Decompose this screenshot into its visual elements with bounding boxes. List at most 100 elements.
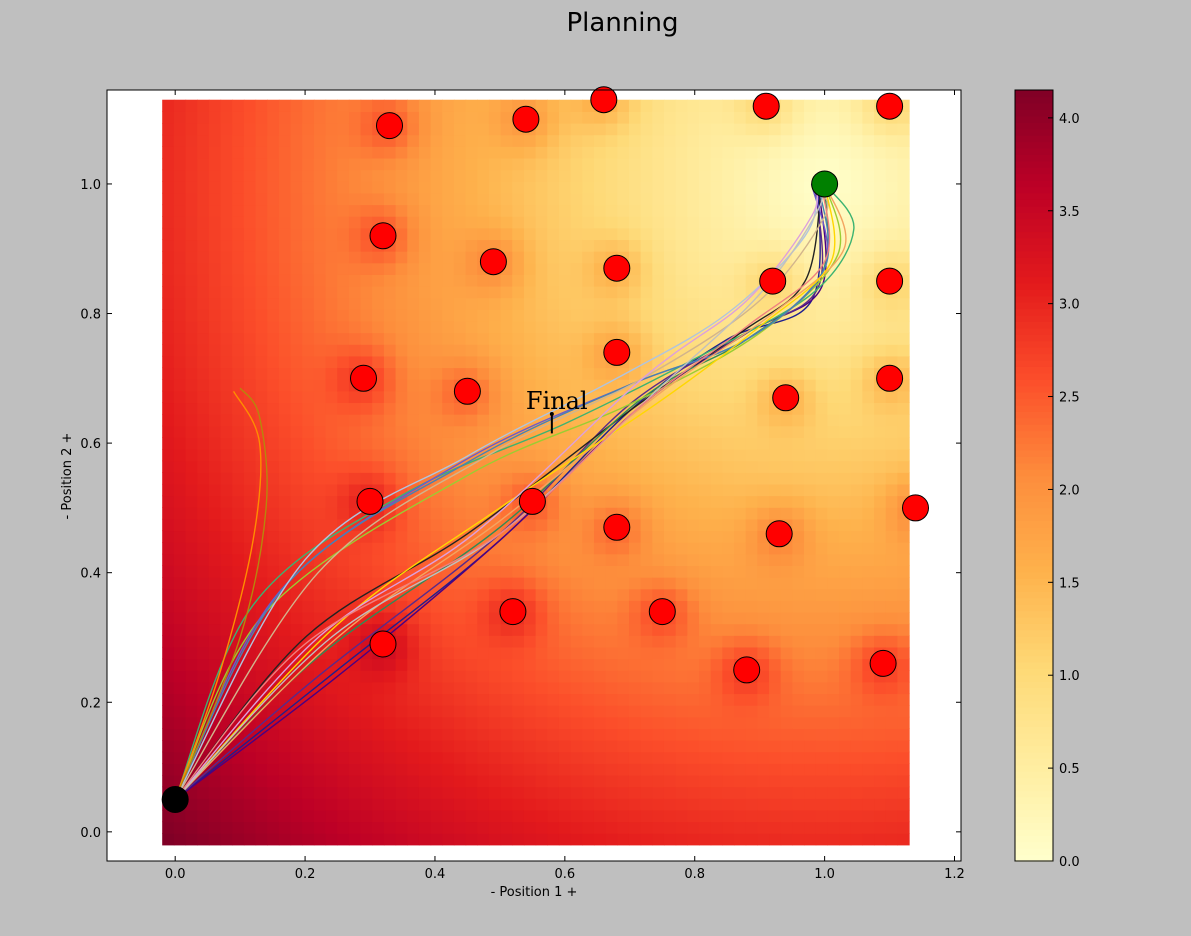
heatmap-cell	[617, 774, 630, 788]
heatmap-cell	[523, 705, 537, 718]
heatmap-cell	[687, 530, 700, 543]
heatmap-cell	[465, 693, 478, 706]
heatmap-cell	[185, 111, 198, 124]
colorbar-segment	[1015, 591, 1053, 599]
heatmap-cell	[593, 798, 607, 811]
heatmap-cell	[874, 320, 887, 334]
heatmap-cell	[558, 774, 572, 788]
heatmap-cell	[197, 123, 210, 136]
heatmap-cell	[663, 437, 677, 450]
heatmap-cell	[710, 495, 723, 508]
heatmap-cell	[500, 507, 513, 520]
heatmap-cell	[512, 355, 525, 369]
heatmap-cell	[547, 367, 560, 380]
obstacle-marker	[590, 86, 618, 114]
heatmap-cell	[255, 809, 268, 823]
heatmap-cell	[804, 542, 817, 555]
heatmap-cell	[757, 740, 770, 753]
heatmap-cell	[267, 111, 280, 124]
heatmap-cell	[827, 670, 840, 683]
heatmap-cell	[220, 495, 233, 508]
heatmap-cell	[617, 716, 630, 729]
heatmap-cell	[710, 751, 723, 764]
heatmap-cell	[348, 774, 362, 788]
heatmap-cell	[197, 588, 210, 601]
heatmap-cell	[780, 460, 793, 473]
heatmap-cell	[512, 251, 525, 264]
heatmap-cell	[488, 833, 502, 846]
heatmap-cell	[593, 670, 607, 683]
heatmap-cell	[792, 716, 805, 729]
heatmap-cell	[395, 600, 408, 613]
heatmap-cell	[243, 437, 257, 450]
heatmap-cell	[780, 705, 793, 718]
heatmap-cell	[722, 740, 735, 753]
heatmap-cell	[348, 821, 362, 834]
heatmap-cell	[874, 681, 887, 695]
heatmap-cell	[687, 577, 700, 590]
heatmap-cell	[197, 833, 210, 846]
heatmap-cell	[897, 460, 910, 473]
heatmap-cell	[290, 344, 303, 357]
heatmap-cell	[302, 157, 315, 171]
heatmap-cell	[558, 460, 572, 473]
heatmap-cell	[558, 169, 572, 182]
heatmap-cell	[885, 705, 898, 718]
heatmap-cell	[780, 728, 793, 741]
heatmap-cell	[628, 611, 642, 625]
heatmap-cell	[617, 623, 630, 636]
heatmap-cell	[582, 204, 595, 217]
heatmap-cell	[874, 309, 887, 322]
heatmap-cell	[745, 344, 758, 357]
heatmap-cell	[815, 367, 828, 380]
heatmap-cell	[582, 367, 595, 380]
heatmap-cell	[897, 623, 910, 636]
heatmap-cell	[232, 774, 245, 788]
heatmap-cell	[407, 285, 420, 299]
heatmap-cell	[605, 204, 618, 217]
heatmap-cell	[243, 146, 257, 159]
heatmap-cell	[780, 425, 793, 438]
heatmap-cell	[488, 635, 502, 648]
heatmap-cell	[885, 402, 898, 415]
heatmap-cell	[197, 553, 210, 566]
heatmap-cell	[197, 611, 210, 625]
heatmap-cell	[745, 786, 758, 799]
heatmap-cell	[255, 530, 268, 543]
heatmap-cell	[290, 588, 303, 601]
heatmap-cell	[290, 332, 303, 345]
heatmap-cell	[477, 774, 490, 788]
heatmap-cell	[663, 565, 677, 578]
heatmap-cell	[699, 600, 712, 613]
heatmap-cell	[453, 623, 467, 636]
heatmap-cell	[488, 134, 502, 147]
heatmap-cell	[827, 320, 840, 334]
heatmap-cell	[243, 379, 257, 392]
heatmap-cell	[430, 681, 443, 695]
heatmap-cell	[185, 809, 198, 823]
heatmap-cell	[547, 297, 560, 310]
heatmap-cell	[850, 507, 863, 520]
heatmap-cell	[897, 402, 910, 415]
heatmap-cell	[360, 251, 373, 264]
heatmap-cell	[897, 681, 910, 695]
heatmap-cell	[337, 157, 350, 171]
heatmap-cell	[418, 274, 432, 287]
heatmap-cell	[535, 786, 548, 799]
heatmap-cell	[197, 448, 210, 462]
heatmap-cell	[302, 285, 315, 299]
heatmap-cell	[302, 146, 315, 159]
heatmap-cell	[255, 635, 268, 648]
heatmap-cell	[547, 646, 560, 660]
heatmap-cell	[220, 507, 233, 520]
heatmap-cell	[593, 251, 607, 264]
heatmap-cell	[162, 472, 175, 485]
heatmap-cell	[570, 553, 583, 566]
heatmap-cell	[313, 157, 327, 171]
heatmap-cell	[348, 285, 362, 299]
heatmap-cell	[570, 157, 583, 171]
heatmap-cell	[570, 693, 583, 706]
heatmap-cell	[804, 530, 817, 543]
heatmap-cell	[255, 740, 268, 753]
heatmap-cell	[792, 123, 805, 136]
